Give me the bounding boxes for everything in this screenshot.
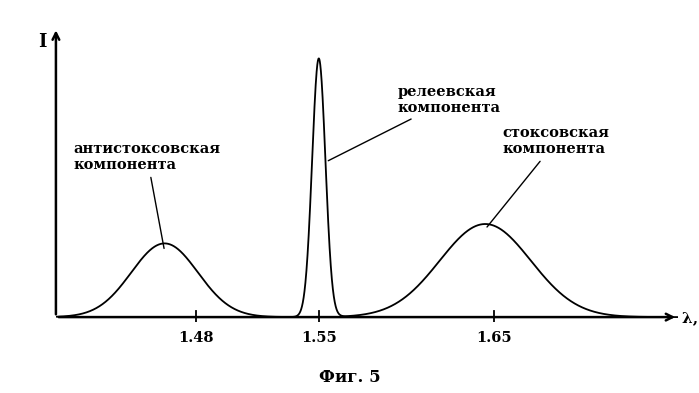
Text: I: I [38,33,46,51]
Text: антистоксовская
компонента: антистоксовская компонента [73,142,221,248]
Text: 1.48: 1.48 [178,331,214,345]
Text: 1.55: 1.55 [301,331,337,345]
Text: Фиг. 5: Фиг. 5 [319,369,380,386]
Text: стоксовская
компонента: стоксовская компонента [487,126,610,227]
Text: релеевская
компонента: релеевская компонента [329,85,500,161]
Text: λ, мкм: λ, мкм [682,311,699,325]
Text: 1.65: 1.65 [476,331,512,345]
